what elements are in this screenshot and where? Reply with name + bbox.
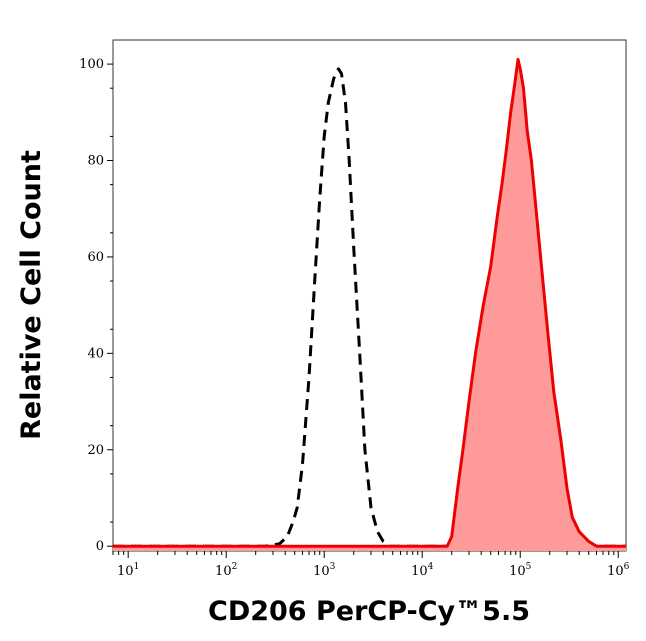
y-tick-label: 20	[87, 443, 104, 458]
x-tick-label: 105	[509, 562, 532, 579]
y-tick-label: 60	[87, 250, 104, 265]
y-tick-label: 80	[87, 154, 104, 169]
axes-layer: 0 20 40 60 80 100 101 102 103 104 105 106	[79, 57, 629, 579]
y-tick-label: 0	[96, 539, 104, 554]
y-tick-label: 100	[79, 57, 104, 72]
x-tick-label: 104	[411, 562, 434, 579]
series-line-0	[113, 67, 626, 548]
series-line-1	[113, 57, 626, 548]
x-tick-label: 106	[607, 562, 630, 579]
x-tick-label: 102	[215, 562, 237, 579]
y-tick-label: 40	[87, 346, 104, 361]
x-axis-title: CD206 PerCP-Cy™5.5	[208, 596, 530, 627]
series-fill-1	[113, 59, 626, 552]
series-layer	[113, 57, 626, 552]
y-axis-title: Relative Cell Count	[16, 150, 47, 440]
x-tick-label: 101	[117, 562, 139, 579]
x-tick-label: 103	[313, 562, 336, 579]
